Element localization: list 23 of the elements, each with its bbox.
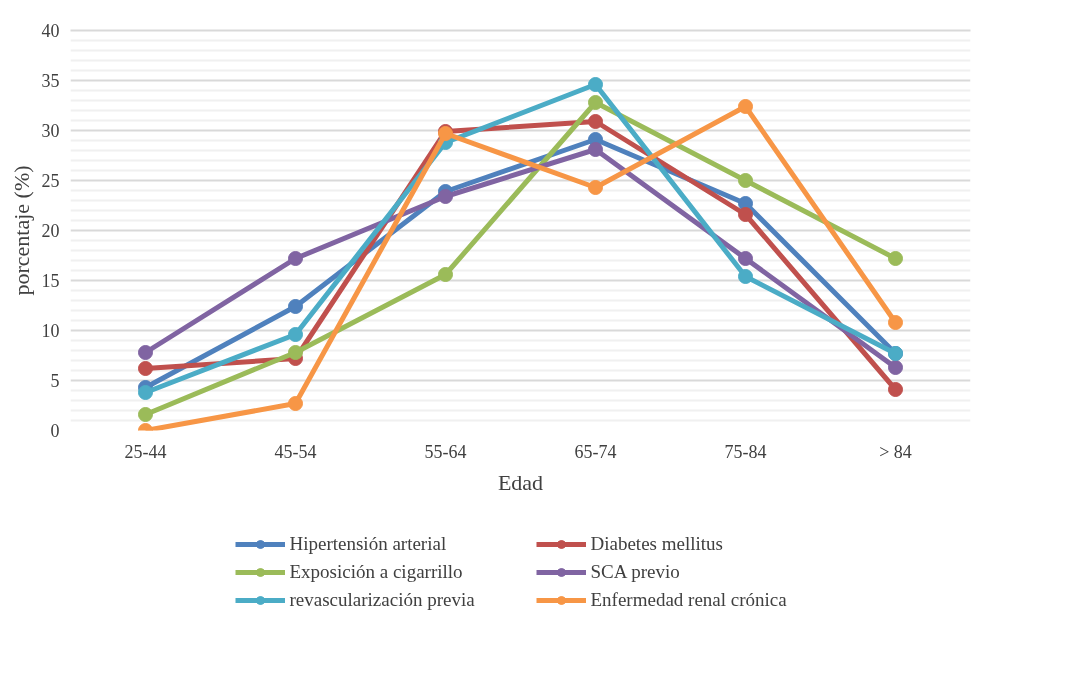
y-tick-label: 35: [41, 71, 60, 91]
x-tick-label: 25-44: [124, 441, 167, 462]
y-tick-label: 25: [41, 171, 60, 191]
legend-label: revascularización previa: [289, 589, 476, 611]
legend-label: Hipertensión arterial: [289, 533, 448, 555]
legend-label: Exposición a cigarrillo: [289, 561, 464, 583]
y-tick-label: 30: [41, 121, 60, 141]
y-tick-label: 5: [50, 371, 60, 391]
y-tick-label: 0: [50, 421, 60, 441]
x-tick-label: > 84: [879, 441, 912, 462]
legend-label: Diabetes mellitus: [590, 533, 724, 555]
y-tick-label: 20: [41, 221, 60, 241]
x-tick-label: 65-74: [574, 441, 617, 462]
y-tick-label: 15: [41, 271, 60, 291]
legend-label: SCA previo: [590, 561, 681, 583]
x-tick-label: 75-84: [724, 441, 767, 462]
x-axis-title: Edad: [497, 469, 544, 495]
x-tick-label: 45-54: [274, 441, 317, 462]
legend-label: Enfermedad renal crónica: [590, 589, 788, 611]
y-tick-label: 40: [41, 21, 60, 41]
y-axis-title: porcentaje (%): [8, 165, 34, 296]
y-tick-label: 10: [41, 321, 60, 341]
x-tick-label: 55-64: [424, 441, 467, 462]
